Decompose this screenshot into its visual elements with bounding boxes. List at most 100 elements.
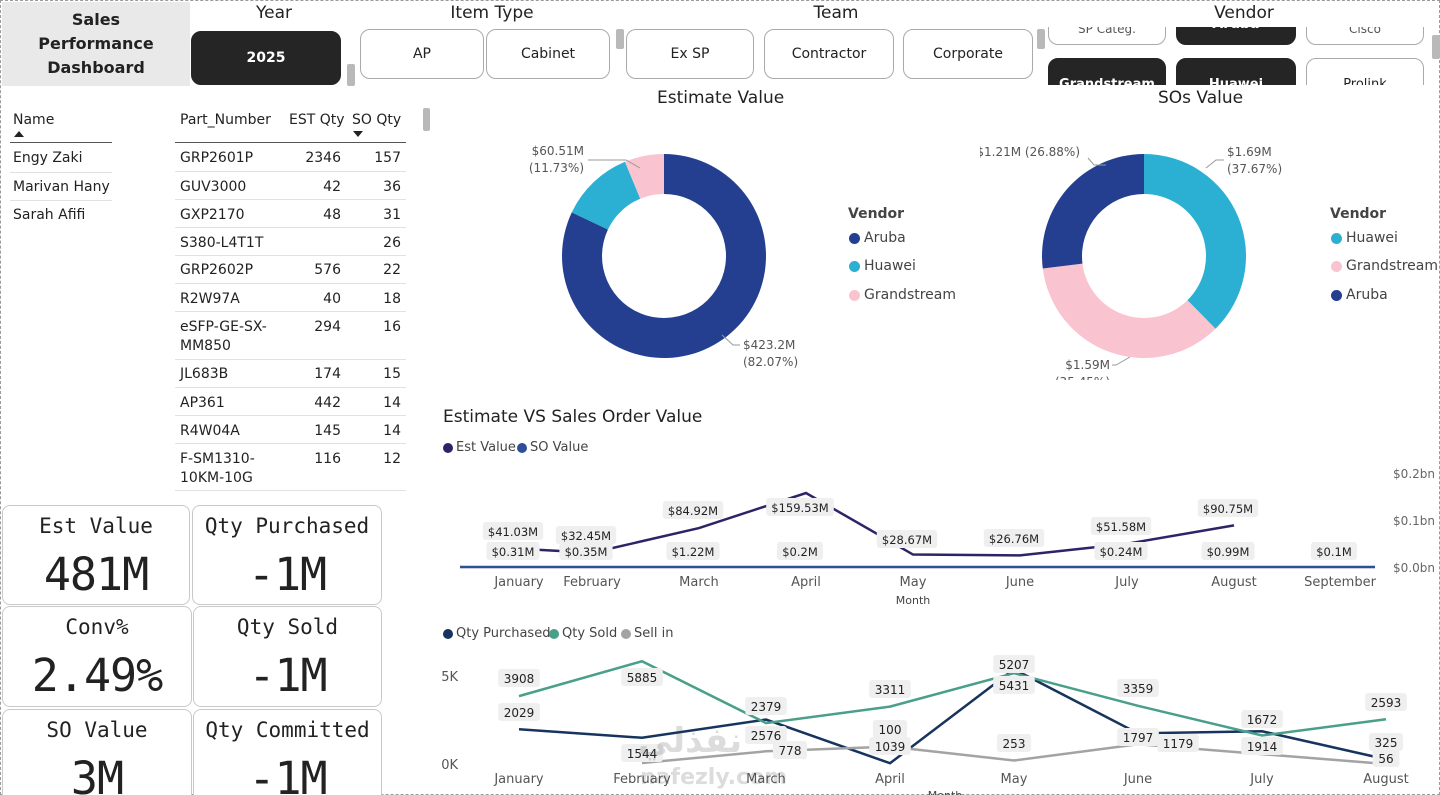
- estimate-value-donut[interactable]: $423.2M (82.07%) $60.51M (11.73%): [500, 130, 840, 380]
- team-slicer-scrollbar[interactable]: [1037, 29, 1045, 49]
- vendor-option-prolink[interactable]: Prolink: [1306, 58, 1424, 85]
- est-data-label: $84.92M: [668, 504, 718, 518]
- qty-line-chart[interactable]: 0K 5K January February March April May June July…: [440, 645, 1440, 795]
- item-type-option-cabinet[interactable]: Cabinet: [486, 29, 610, 79]
- name-row[interactable]: Sarah Afifi: [13, 207, 86, 223]
- vendor-option-grandstream[interactable]: Grandstream: [1048, 58, 1166, 85]
- team-option-ex-sp[interactable]: Ex SP: [626, 29, 754, 79]
- qty-purchased-data-label-bg: [498, 703, 540, 721]
- item-type-slicer-scrollbar[interactable]: [616, 29, 624, 49]
- est-data-label-bg: [876, 530, 938, 548]
- legend-marker: [517, 442, 527, 453]
- qty-sold-data-label: 5885: [627, 671, 658, 685]
- legend-marker: [1331, 260, 1342, 272]
- year-option-2025[interactable]: 2025: [191, 31, 341, 85]
- so-qty-cell: 22: [383, 262, 401, 278]
- est-qty-cell: 294: [314, 319, 341, 335]
- legend-item-huawei[interactable]: Huawei: [1331, 230, 1398, 246]
- part-number-cell[interactable]: GRP2602P: [180, 262, 254, 278]
- legend-qty-purchased[interactable]: Qty Purchased: [443, 626, 550, 641]
- donut-slice-grandstream[interactable]: [1042, 263, 1216, 358]
- kpi-so-value: SO Value 3M: [2, 709, 192, 795]
- part-number-cell[interactable]: F-SM1310- 10KM-10G: [180, 451, 255, 486]
- kpi-label: Qty Sold: [236, 615, 339, 639]
- donut-slice-huawei[interactable]: [1144, 154, 1246, 329]
- sort-ascending-icon[interactable]: [14, 131, 24, 137]
- sell-in-data-label: 253: [1003, 737, 1026, 751]
- donut-slice-aruba[interactable]: [562, 154, 766, 358]
- team-option-corporate[interactable]: Corporate: [903, 29, 1033, 79]
- x-tick-label: April: [791, 575, 821, 590]
- vendor-option-aruba[interactable]: Aruba: [1176, 27, 1296, 45]
- part-number-cell[interactable]: GXP2170: [180, 207, 245, 223]
- donut-slice-huawei[interactable]: [571, 161, 641, 230]
- kpi-label: Qty Committed: [205, 718, 370, 742]
- qty-purchased-data-label-bg: [1368, 733, 1404, 751]
- kpi-qty-purchased: Qty Purchased -1M: [192, 505, 382, 605]
- part-number-cell[interactable]: R2W97A: [180, 291, 240, 307]
- vendor-option-cisco[interactable]: Cisco: [1306, 27, 1424, 45]
- legend-item-aruba[interactable]: Aruba: [1331, 287, 1388, 303]
- est-vs-so-line-chart[interactable]: $0.0bn $0.1bn $0.2bn January February March Ap…: [440, 458, 1440, 610]
- legend-est-value[interactable]: Est Value: [443, 440, 516, 455]
- qty-sold-data-label: 3359: [1123, 682, 1154, 696]
- x-axis-title: Month: [928, 789, 963, 795]
- item-type-option-ap[interactable]: AP: [360, 29, 484, 79]
- donut-data-label: $1.59M: [1065, 358, 1110, 372]
- so-qty-cell: 15: [383, 366, 401, 382]
- team-option-contractor[interactable]: Contractor: [764, 29, 894, 79]
- kpi-label: Conv%: [65, 615, 129, 639]
- so-data-label-bg: [1094, 542, 1148, 560]
- name-row[interactable]: Marivan Hany: [13, 179, 110, 195]
- kpi-label: Est Value: [39, 514, 153, 538]
- legend-item-grandstream[interactable]: Grandstream: [1331, 258, 1438, 274]
- vendor-option-sp-categ[interactable]: SP Categ.: [1048, 27, 1166, 45]
- so-qty-header[interactable]: SO Qty: [352, 112, 402, 128]
- so-qty-cell: 36: [383, 179, 401, 195]
- x-tick-label: June: [1005, 575, 1034, 590]
- legend-qty-sold[interactable]: Qty Sold: [549, 626, 617, 641]
- data-label-leader[interactable]: [721, 334, 740, 346]
- team-slicer-title: Team: [813, 3, 859, 23]
- part-number-cell[interactable]: S380-L4T1T: [180, 235, 264, 251]
- so-data-label-bg: [559, 542, 613, 560]
- vendor-slicer-scrollbar[interactable]: [1432, 35, 1440, 59]
- name-row[interactable]: Engy Zaki: [13, 150, 83, 166]
- so-qty-cell: 14: [383, 423, 401, 439]
- so-qty-cell: 12: [383, 451, 401, 467]
- legend-item-grandstream[interactable]: Grandstream: [849, 287, 956, 303]
- est-qty-header[interactable]: EST Qty: [289, 112, 345, 128]
- legend-so-value[interactable]: SO Value: [517, 440, 588, 455]
- part-number-cell[interactable]: R4W04A: [180, 423, 240, 439]
- kpi-est-value: Est Value 481M: [2, 505, 190, 605]
- sell-in-data-label: 1179: [1163, 737, 1194, 751]
- part-number-cell[interactable]: AP361: [180, 395, 225, 411]
- part-number-cell[interactable]: eSFP-GE-SX- MM850: [180, 319, 267, 354]
- part-number-cell[interactable]: GRP2601P: [180, 150, 254, 166]
- sos-value-donut[interactable]: $1.69M (37.67%) $1.59M (35.45%) $1.21M (26.8…: [980, 130, 1320, 380]
- data-label-leader[interactable]: [1112, 356, 1131, 366]
- data-label-leader[interactable]: [1087, 157, 1106, 166]
- qty-purchased-data-label-bg: [621, 744, 663, 762]
- part-number-cell[interactable]: GUV3000: [180, 179, 247, 195]
- part-number-header[interactable]: Part_Number: [180, 112, 271, 128]
- qty-purchased-data-label: 325: [1375, 736, 1398, 750]
- dashboard-title: Sales Performance Dashboard: [2, 2, 190, 86]
- donut-slice-aruba[interactable]: [1042, 154, 1144, 269]
- vendor-slicer-title: Vendor: [1214, 3, 1274, 23]
- table-scrollbar[interactable]: [423, 108, 430, 131]
- data-label-leader[interactable]: [588, 159, 641, 169]
- so-data-label: $0.99M: [1207, 545, 1250, 559]
- sort-descending-icon[interactable]: [353, 131, 363, 137]
- vendor-option-huawei[interactable]: Huawei: [1176, 58, 1296, 85]
- legend-label: Aruba: [864, 230, 906, 246]
- names-table-header[interactable]: Name: [13, 112, 55, 128]
- year-slicer-scrollbar[interactable]: [347, 64, 355, 86]
- legend-item-huawei[interactable]: Huawei: [849, 258, 916, 274]
- legend-sell-in[interactable]: Sell in: [621, 626, 673, 641]
- part-number-cell[interactable]: JL683B: [180, 366, 229, 382]
- donut-data-label: $1.69M: [1227, 145, 1272, 159]
- data-label-leader[interactable]: [1205, 159, 1224, 169]
- legend-item-aruba[interactable]: Aruba: [849, 230, 906, 246]
- so-data-label: $0.24M: [1100, 545, 1143, 559]
